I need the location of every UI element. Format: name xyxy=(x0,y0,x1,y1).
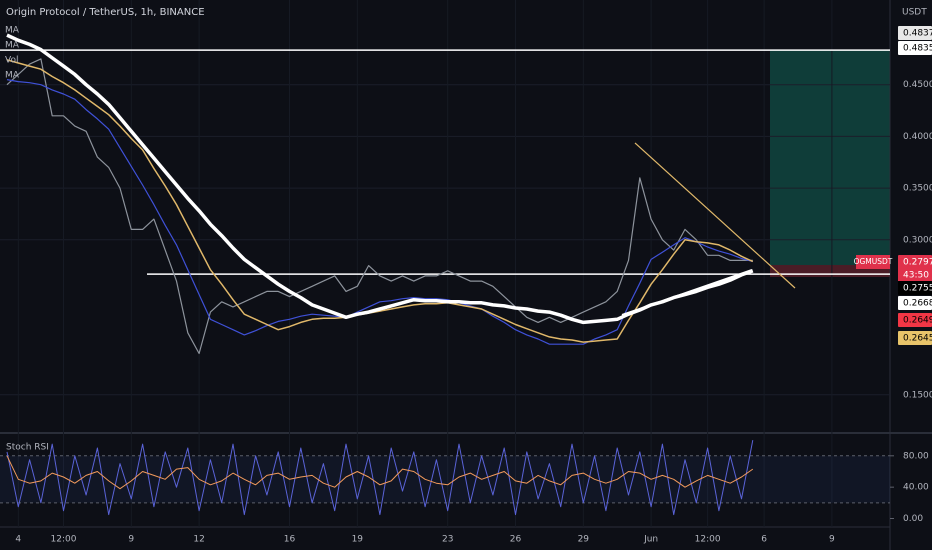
currency: USDT xyxy=(902,8,927,18)
series-line xyxy=(6,33,754,325)
chart-title: Origin Protocol / TetherUS, 1h, BINANCE xyxy=(6,7,205,18)
y-tick-label: 0.3500 xyxy=(903,184,932,194)
series-line xyxy=(6,455,754,490)
indicator-band xyxy=(0,455,890,503)
legend-entry: Vol xyxy=(5,56,18,66)
price-tag xyxy=(898,255,932,269)
series-line xyxy=(6,58,753,355)
series-line xyxy=(6,440,754,516)
x-tick-label: 12 xyxy=(193,535,204,545)
y-tick-label: 40.00 xyxy=(903,483,929,493)
price-tag xyxy=(898,331,932,345)
price-tag-label: 0.2755 xyxy=(903,284,932,294)
legend-entry: MA xyxy=(5,41,20,51)
price-tag xyxy=(898,26,932,40)
x-tick-label: 12:00 xyxy=(51,535,77,545)
x-tick-label: 6 xyxy=(761,535,767,545)
symbol-label: OGMUSDT xyxy=(854,257,893,266)
price-tag-label: 0.2797 xyxy=(903,258,932,268)
x-tick-label: 29 xyxy=(578,535,590,545)
y-tick-label: 0.1500 xyxy=(903,390,932,400)
legend-entry: MA xyxy=(5,26,20,36)
rising-line xyxy=(621,269,753,316)
x-tick-label: 16 xyxy=(284,535,296,545)
series-line xyxy=(6,79,753,345)
y-tick-label: 0.4500 xyxy=(903,80,932,90)
price-tag-label: 0.2645 xyxy=(903,334,932,344)
countdown-tag xyxy=(898,268,932,281)
x-tick-label: 23 xyxy=(442,535,453,545)
y-tick-label: 80.00 xyxy=(903,451,929,461)
y-tick-label: 0.4000 xyxy=(903,132,932,142)
price-tag xyxy=(898,313,932,327)
countdown: 43:50 xyxy=(903,271,929,281)
indicator-title: Stoch RSI xyxy=(6,443,49,453)
price-tag-label: 0.4835 xyxy=(903,44,932,54)
legend-entry: MA xyxy=(5,71,20,81)
price-tag-label: 0.2649 xyxy=(903,316,932,326)
price-tag xyxy=(898,296,932,310)
price-tag xyxy=(898,41,932,55)
x-tick-label: Jun xyxy=(643,535,658,545)
y-tick-label: 0.00 xyxy=(903,514,923,524)
x-tick-label: 9 xyxy=(128,535,134,545)
symbol-tag xyxy=(856,255,890,269)
trendline xyxy=(634,142,796,289)
price-tag xyxy=(898,281,932,295)
x-tick-label: 9 xyxy=(829,535,835,545)
x-tick-label: 26 xyxy=(510,535,522,545)
x-tick-label: 12:00 xyxy=(695,535,721,545)
price-tag-label: 0.2668 xyxy=(903,299,932,309)
y-tick-label: 0.3000 xyxy=(903,235,932,245)
price-tag-label: 0.4837 xyxy=(903,29,932,39)
x-tick-label: 4 xyxy=(15,535,21,545)
series-line xyxy=(6,59,754,343)
x-tick-label: 19 xyxy=(352,535,364,545)
long-position-profit xyxy=(770,50,890,265)
